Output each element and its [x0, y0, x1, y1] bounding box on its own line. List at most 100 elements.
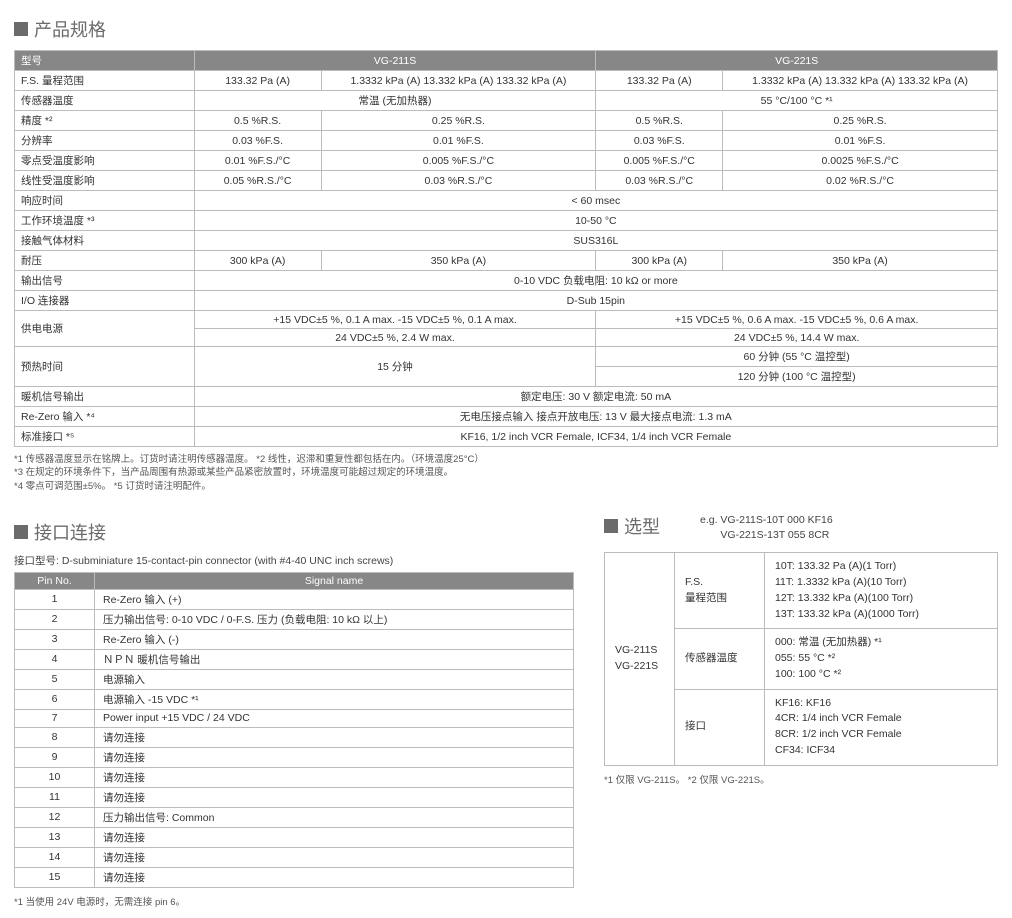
pin-signal: ＮＰＮ 暖机信号输出 [95, 649, 574, 669]
pin-signal: 请勿连接 [95, 747, 574, 767]
cell: 133.32 Pa (A) [194, 71, 321, 91]
cell: 24 VDC±5 %, 14.4 W max. [596, 329, 998, 347]
cell: 0-10 VDC 负载电阻: 10 kΩ or more [194, 271, 997, 291]
pin-signal: 压力输出信号: 0-10 VDC / 0-F.S. 压力 (负载电阻: 10 k… [95, 609, 574, 629]
table-row: 13请勿连接 [15, 827, 574, 847]
cell: 350 kPa (A) [321, 251, 596, 271]
cell: 0.005 %F.S./°C [321, 151, 596, 171]
table-row: 10请勿连接 [15, 767, 574, 787]
section-marker-icon [14, 22, 28, 36]
pin-signal: Re-Zero 输入 (+) [95, 589, 574, 609]
cell: 0.03 %R.S./°C [321, 171, 596, 191]
sel-r2-val: 000: 常温 (无加热器) *¹ 055: 55 °C *² 100: 100… [765, 629, 998, 689]
section-marker-icon [604, 519, 618, 533]
pin-signal: Re-Zero 输入 (-) [95, 629, 574, 649]
sel-models: VG-211S VG-221S [605, 553, 675, 765]
pin-signal: 电源输入 [95, 669, 574, 689]
pin-no: 14 [15, 847, 95, 867]
pin-signal: 请勿连接 [95, 827, 574, 847]
pin-no: 11 [15, 787, 95, 807]
pin-no: 5 [15, 669, 95, 689]
cell: 1.3332 kPa (A) 13.332 kPa (A) 133.32 kPa… [723, 71, 998, 91]
pin-no: 1 [15, 589, 95, 609]
cell: D-Sub 15pin [194, 291, 997, 311]
cell: 常温 (无加热器) [194, 91, 596, 111]
hdr-model: 型号 [15, 51, 195, 71]
table-row: 1Re-Zero 输入 (+) [15, 589, 574, 609]
spec-title-text: 产品规格 [34, 16, 106, 42]
cell: 0.25 %R.S. [321, 111, 596, 131]
sel-r1-label: F.S. 量程范围 [675, 553, 765, 629]
pin-no: 13 [15, 827, 95, 847]
cell: < 60 msec [194, 191, 997, 211]
cell: +15 VDC±5 %, 0.6 A max. -15 VDC±5 %, 0.6… [596, 311, 998, 329]
table-row: 9请勿连接 [15, 747, 574, 767]
row-resp-label: 响应时间 [15, 191, 195, 211]
table-row: 8请勿连接 [15, 727, 574, 747]
cell: 120 分钟 (100 °C 温控型) [596, 367, 998, 387]
cell: 0.03 %F.S. [194, 131, 321, 151]
row-accuracy-label: 精度 *² [15, 111, 195, 131]
pin-signal: 请勿连接 [95, 727, 574, 747]
pin-no: 6 [15, 689, 95, 709]
cell: 0.03 %R.S./°C [596, 171, 723, 191]
row-conn-label: 标准接口 *⁵ [15, 427, 195, 447]
sel-eg-line: e.g. VG-211S-10T 000 KF16 [700, 513, 833, 528]
table-row: 3Re-Zero 输入 (-) [15, 629, 574, 649]
row-power-label: 供电电源 [15, 311, 195, 347]
pin-no: 2 [15, 609, 95, 629]
table-row: 5电源输入 [15, 669, 574, 689]
pin-signal: 请勿连接 [95, 847, 574, 867]
sel-example: e.g. VG-211S-10T 000 KF16 VG-221S-13T 05… [700, 513, 833, 542]
conn-footnote: *1 当使用 24V 电源时，无需连接 pin 6。 [14, 894, 574, 908]
cell: SUS316L [194, 231, 997, 251]
row-fs-label: F.S. 量程范围 [15, 71, 195, 91]
pin-no: 10 [15, 767, 95, 787]
pin-table: Pin No. Signal name 1Re-Zero 输入 (+)2压力输出… [14, 572, 574, 888]
pin-no: 12 [15, 807, 95, 827]
section-marker-icon [14, 525, 28, 539]
note-line: *1 传感器温度显示在铭牌上。订货时请注明传感器温度。 *2 线性，迟滞和重复性… [14, 453, 998, 466]
row-press-label: 耐压 [15, 251, 195, 271]
note-line: *3 在规定的环境条件下，当产品周围有热源或某些产品紧密放置时，环境温度可能超过… [14, 466, 998, 479]
cell: 60 分钟 (55 °C 温控型) [596, 347, 998, 367]
row-out-label: 输出信号 [15, 271, 195, 291]
cell: 10-50 °C [194, 211, 997, 231]
cell: 0.03 %F.S. [596, 131, 723, 151]
row-lin-label: 线性受温度影响 [15, 171, 195, 191]
table-row: 12压力输出信号: Common [15, 807, 574, 827]
pin-signal: 电源输入 -15 VDC *¹ [95, 689, 574, 709]
cell: 0.02 %R.S./°C [723, 171, 998, 191]
cell: 0.5 %R.S. [596, 111, 723, 131]
note-line: *4 零点可调范围±5%。 *5 订货时请注明配件。 [14, 480, 998, 493]
row-mat-label: 接触气体材料 [15, 231, 195, 251]
table-row: 14请勿连接 [15, 847, 574, 867]
cell: 0.05 %R.S./°C [194, 171, 321, 191]
cell: 0.25 %R.S. [723, 111, 998, 131]
pin-no: 8 [15, 727, 95, 747]
conn-title-text: 接口连接 [34, 519, 106, 545]
pin-signal: 请勿连接 [95, 867, 574, 887]
spec-table: 型号 VG-211S VG-221S F.S. 量程范围 133.32 Pa (… [14, 50, 998, 447]
pin-signal: 请勿连接 [95, 787, 574, 807]
table-row: 4ＮＰＮ 暖机信号输出 [15, 649, 574, 669]
table-row: 6电源输入 -15 VDC *¹ [15, 689, 574, 709]
cell: 55 °C/100 °C *¹ [596, 91, 998, 111]
sel-eg-line: VG-221S-13T 055 8CR [700, 528, 833, 543]
pin-no: 9 [15, 747, 95, 767]
cell: 15 分钟 [194, 347, 596, 387]
cell: 24 VDC±5 %, 2.4 W max. [194, 329, 596, 347]
selection-table: VG-211S VG-221S F.S. 量程范围 10T: 133.32 Pa… [604, 552, 998, 765]
row-env-label: 工作环境温度 *³ [15, 211, 195, 231]
cell: 0.01 %F.S. [723, 131, 998, 151]
pin-signal: Power input +15 VDC / 24 VDC [95, 709, 574, 727]
conn-subtitle: 接口型号: D-subminiature 15-contact-pin conn… [14, 553, 574, 568]
cell: KF16, 1/2 inch VCR Female, ICF34, 1/4 in… [194, 427, 997, 447]
spec-notes: *1 传感器温度显示在铭牌上。订货时请注明传感器温度。 *2 线性，迟滞和重复性… [14, 453, 998, 493]
row-io-label: I/O 连接器 [15, 291, 195, 311]
sel-r3-label: 接口 [675, 689, 765, 765]
row-rezero-label: Re-Zero 输入 *⁴ [15, 407, 195, 427]
cell: 1.3332 kPa (A) 13.332 kPa (A) 133.32 kPa… [321, 71, 596, 91]
cell: 133.32 Pa (A) [596, 71, 723, 91]
hdr-vg211s: VG-211S [194, 51, 596, 71]
